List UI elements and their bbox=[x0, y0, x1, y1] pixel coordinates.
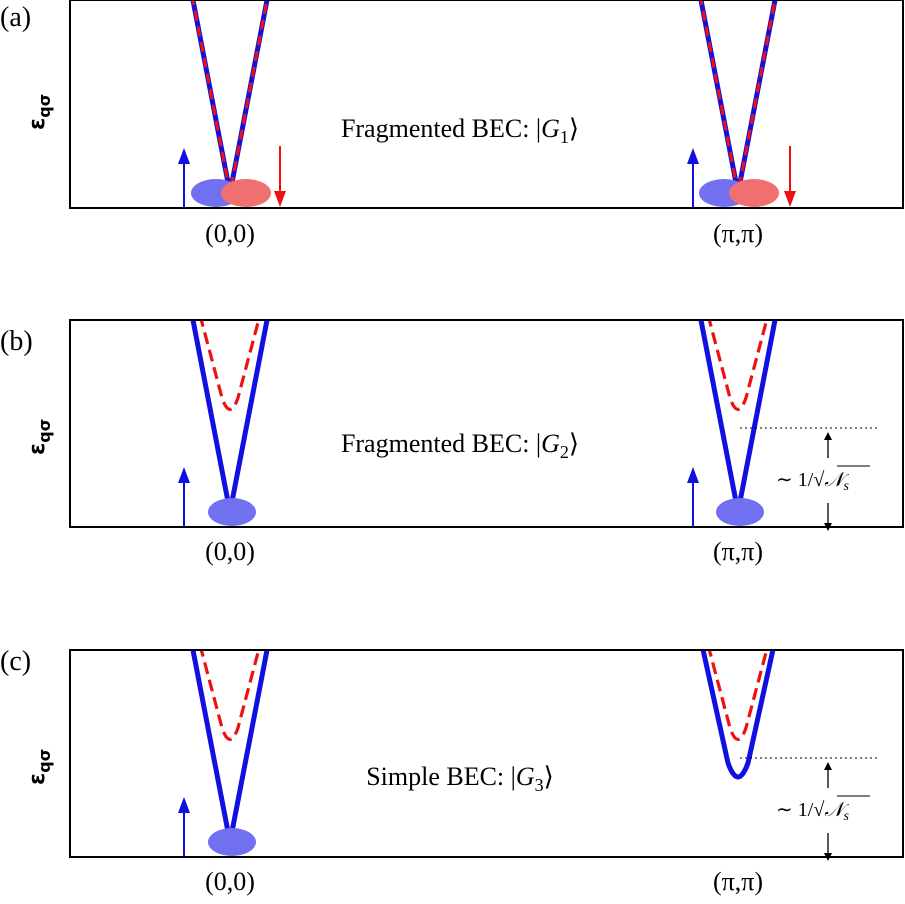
spin-up-arrow-pi-head bbox=[687, 148, 699, 164]
gap-arrow-top bbox=[824, 432, 832, 458]
x-tick-label-pi: (π,π) bbox=[713, 867, 763, 896]
spin-up-dispersion-pi bbox=[698, 321, 778, 515]
panel-label: (b) bbox=[0, 326, 33, 357]
condensate-up-origin bbox=[208, 828, 256, 856]
y-axis-symbol: ε bbox=[25, 773, 50, 785]
spin-down-arrow-origin-head bbox=[274, 191, 286, 207]
y-axis-symbol: ε bbox=[25, 443, 50, 455]
panel-frame bbox=[69, 319, 904, 528]
condensate-up-origin bbox=[208, 498, 256, 526]
state-suffix: ⟩ bbox=[569, 114, 579, 143]
gap-arrow-top-head bbox=[824, 762, 832, 770]
spin-up-arrow-pi bbox=[687, 148, 699, 207]
panel-frame bbox=[69, 0, 904, 209]
spin-up-arrow-origin-head bbox=[178, 148, 190, 164]
y-axis-subscript: qσ bbox=[35, 749, 54, 773]
spin-down-arrow-origin bbox=[274, 146, 286, 207]
x-tick-label-pi: (π,π) bbox=[713, 219, 763, 248]
state-prefix: Simple BEC: | bbox=[366, 762, 516, 791]
sqrt-sign: √ bbox=[813, 469, 824, 491]
gap-arrow-bottom-head bbox=[824, 523, 832, 531]
gap-label-subscript: s bbox=[843, 479, 849, 494]
spin-up-dispersion-origin bbox=[190, 1, 270, 196]
panel-b: (b) εqσ Fragmented BEC: |G2⟩ (0,0) (π,π) ∼ 1/… bbox=[0, 319, 904, 566]
spin-up-arrow-origin bbox=[178, 797, 190, 856]
spin-down-dispersion-origin bbox=[199, 321, 261, 411]
state-symbol: G bbox=[541, 114, 560, 143]
spin-down-dispersion-origin bbox=[199, 651, 261, 742]
x-tick-label-pi: (π,π) bbox=[713, 537, 763, 566]
spin-down-dispersion-origin bbox=[191, 1, 269, 194]
y-axis-label: εqσ bbox=[25, 749, 54, 785]
y-axis-label: εqσ bbox=[25, 419, 54, 455]
spin-down-dispersion-pi bbox=[707, 651, 769, 742]
y-axis-symbol: ε bbox=[25, 118, 50, 130]
spin-up-arrow-pi-head bbox=[687, 467, 699, 483]
state-label: Fragmented BEC: |G1⟩ bbox=[341, 114, 579, 147]
y-axis-subscript: qσ bbox=[35, 94, 54, 118]
spin-down-dispersion-pi bbox=[707, 321, 769, 411]
panel-a: (a) εqσ Fragmented BEC: |G1⟩ (0,0) (π,π) bbox=[0, 0, 904, 248]
state-suffix: ⟩ bbox=[544, 762, 554, 791]
state-prefix: Fragmented BEC: | bbox=[341, 429, 541, 458]
dispersion-curves bbox=[190, 651, 776, 845]
spin-up-dispersion-pi bbox=[700, 651, 776, 780]
spin-up-arrow-origin bbox=[178, 148, 190, 207]
sqrt-sign: √ bbox=[813, 799, 824, 821]
state-label: Fragmented BEC: |G2⟩ bbox=[341, 429, 579, 462]
gap-arrow-bottom bbox=[824, 833, 832, 861]
gap-label: ∼ 1/√𝒩s bbox=[776, 469, 849, 494]
state-subscript: 2 bbox=[560, 442, 569, 462]
gap-label-symbol: 𝒩 bbox=[824, 469, 849, 491]
state-subscript: 3 bbox=[535, 775, 544, 795]
gap-arrow-top bbox=[824, 762, 832, 788]
spin-down-arrow-pi bbox=[784, 146, 796, 207]
condensate-down-origin bbox=[221, 179, 271, 207]
panel-frame bbox=[69, 649, 904, 858]
panel-label: (c) bbox=[0, 646, 31, 677]
gap-label-main: ∼ 1/ bbox=[776, 469, 814, 491]
gap-label-subscript: s bbox=[843, 809, 849, 824]
state-symbol: G bbox=[541, 429, 560, 458]
condensate-down-pi bbox=[729, 179, 779, 207]
x-tick-label-origin: (0,0) bbox=[205, 867, 255, 896]
panel-label: (a) bbox=[0, 2, 31, 33]
gap-arrow-bottom-head bbox=[824, 853, 832, 861]
y-axis-subscript: qσ bbox=[35, 419, 54, 443]
spin-up-dispersion-origin bbox=[190, 651, 270, 845]
gap-label-symbol: 𝒩 bbox=[824, 799, 849, 821]
y-axis-label: εqσ bbox=[25, 94, 54, 130]
spin-up-dispersion-origin bbox=[190, 321, 270, 515]
spin-up-arrow-origin-head bbox=[178, 797, 190, 813]
state-prefix: Fragmented BEC: | bbox=[341, 114, 541, 143]
spin-down-arrow-pi-head bbox=[784, 191, 796, 207]
x-tick-label-origin: (0,0) bbox=[205, 219, 255, 248]
spin-up-arrow-origin-head bbox=[178, 467, 190, 483]
gap-arrow-bottom bbox=[824, 503, 832, 531]
spin-up-arrow-pi bbox=[687, 467, 699, 526]
state-subscript: 1 bbox=[560, 127, 569, 147]
spin-up-arrow-origin bbox=[178, 467, 190, 526]
state-symbol: G bbox=[516, 762, 535, 791]
condensate-up-pi bbox=[716, 498, 764, 526]
gap-arrow-top-head bbox=[824, 432, 832, 440]
panel-c: (c) εqσ Simple BEC: |G3⟩ (0,0) (π,π) ∼ 1/√𝒩s bbox=[0, 646, 904, 896]
state-label: Simple BEC: |G3⟩ bbox=[366, 762, 554, 795]
state-suffix: ⟩ bbox=[569, 429, 579, 458]
spin-up-dispersion-pi bbox=[698, 1, 778, 196]
gap-label: ∼ 1/√𝒩s bbox=[776, 799, 849, 824]
gap-label-main: ∼ 1/ bbox=[776, 799, 814, 821]
x-tick-label-origin: (0,0) bbox=[205, 537, 255, 566]
spin-down-dispersion-pi bbox=[699, 1, 777, 194]
